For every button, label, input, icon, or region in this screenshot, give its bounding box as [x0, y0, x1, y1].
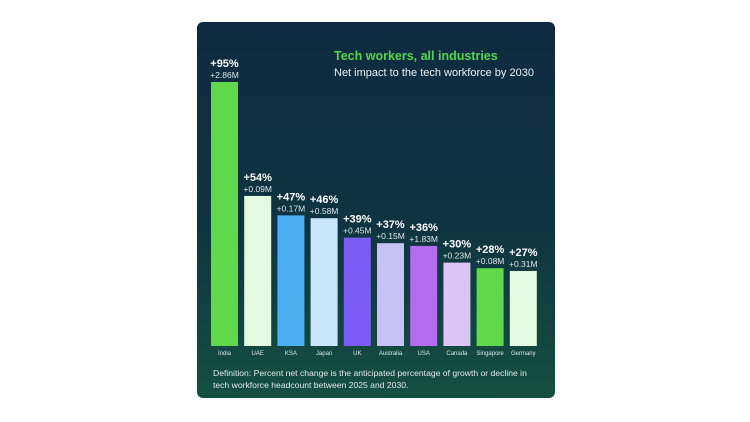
- data-label-headcount: +0.58M: [310, 206, 339, 216]
- data-label-headcount: +1.83M: [409, 234, 438, 244]
- data-label-percent: +27%: [509, 247, 538, 259]
- bar: [211, 82, 238, 346]
- bar: [343, 237, 371, 346]
- chart-card: Tech workers, all industries Net impact …: [197, 22, 555, 398]
- bar: [377, 243, 404, 346]
- x-tick-label: Germany: [511, 351, 536, 357]
- chart-title: Tech workers, all industries: [334, 49, 498, 63]
- bar: [509, 270, 537, 346]
- data-label-headcount: +0.17M: [277, 203, 306, 213]
- x-tick-label: USA: [418, 351, 430, 357]
- data-label-percent: +36%: [409, 222, 438, 234]
- bar: [277, 215, 305, 346]
- bar: [410, 245, 438, 346]
- data-label-percent: +37%: [376, 219, 405, 231]
- data-label-percent: +95%: [210, 58, 239, 70]
- x-tick-label: Australia: [379, 351, 403, 357]
- data-label-percent: +30%: [443, 239, 472, 251]
- bar: [310, 218, 338, 346]
- bar: [476, 268, 504, 346]
- bar-chart: +95%+2.86M India +54%+0.09M UAE +47%+0.17M KS…: [210, 58, 538, 357]
- data-label-percent: +54%: [243, 172, 272, 184]
- data-label-percent: +39%: [343, 214, 372, 226]
- bar: [244, 195, 272, 346]
- data-label-headcount: +0.23M: [443, 251, 472, 261]
- data-label-headcount: +0.09M: [243, 184, 272, 194]
- x-tick-label: Japan: [316, 351, 332, 357]
- x-tick-label: India: [218, 351, 232, 357]
- chart-subtitle: Net impact to the tech workforce by 2030: [334, 67, 534, 79]
- data-label-percent: +28%: [476, 244, 505, 256]
- bar: [443, 262, 471, 346]
- data-label-percent: +47%: [277, 191, 306, 203]
- data-label-percent: +46%: [310, 194, 339, 206]
- definition-footnote: Definition: Percent net change is the an…: [213, 368, 527, 390]
- data-label-headcount: +0.15M: [376, 231, 405, 241]
- data-label-headcount: +0.45M: [343, 226, 372, 236]
- x-tick-label: UAE: [252, 351, 264, 357]
- data-label-headcount: +2.86M: [210, 70, 239, 80]
- x-tick-label: KSA: [285, 351, 297, 357]
- x-tick-label: Canada: [446, 351, 468, 357]
- data-label-headcount: +0.31M: [509, 259, 538, 269]
- x-tick-label: Singapore: [476, 351, 504, 357]
- x-tick-label: UK: [353, 351, 361, 357]
- data-label-headcount: +0.08M: [476, 256, 505, 266]
